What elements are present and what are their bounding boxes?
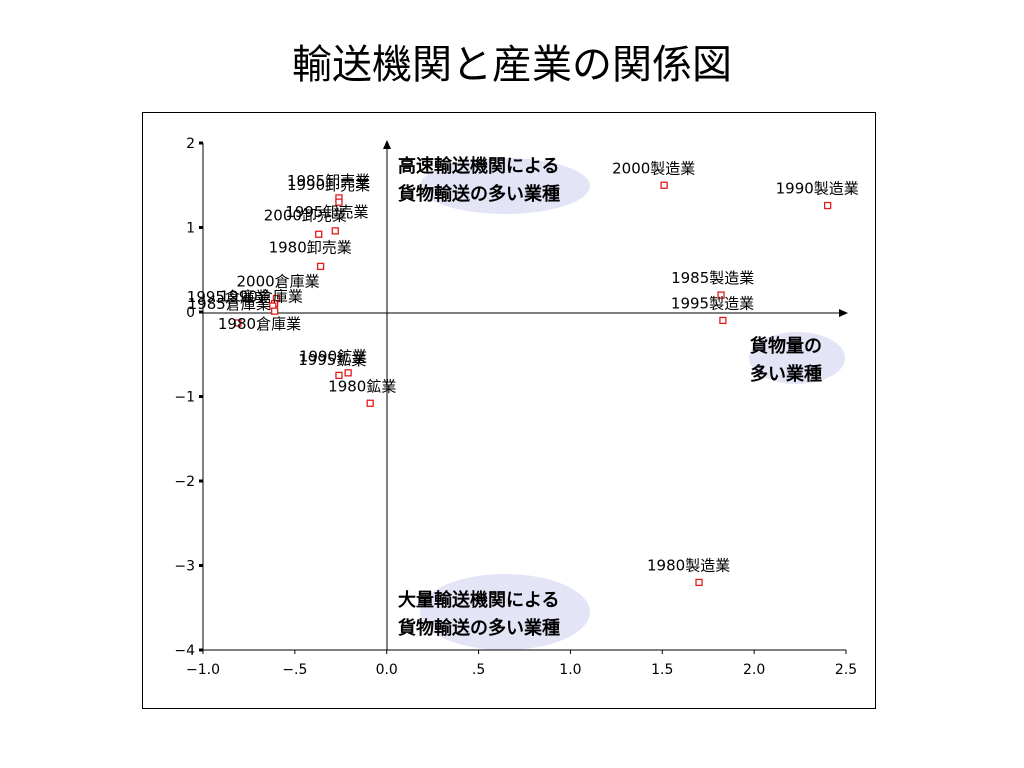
x-tick-label: 2.0 (743, 662, 765, 678)
point-label: 1980鉱業 (328, 377, 396, 395)
point-marker (335, 198, 343, 206)
annotation-freight-volume-line1: 貨物量の (750, 335, 822, 357)
data-point: 1980製造業 (647, 556, 730, 587)
x-tick-label: 1.0 (559, 662, 581, 678)
point-label: 1980倉庫業 (218, 315, 301, 333)
annotation-high-speed-line2: 貨物輸送の多い業種 (398, 183, 560, 205)
data-point: 1995卸売業 (285, 203, 368, 235)
point-marker (823, 201, 832, 210)
y-tick-label: 2 (186, 136, 195, 152)
annotation-high-speed-line1: 高速輸送機関による (398, 155, 559, 177)
point-marker (234, 319, 242, 327)
point-label: 1980製造業 (647, 556, 730, 574)
data-point: 2000卸売業 (264, 206, 347, 238)
data-point: 1985倉庫業 (188, 295, 279, 315)
point-marker (717, 291, 725, 299)
point-label: 1990鉱業 (299, 347, 367, 365)
highlight-bulk-transport (420, 574, 590, 650)
point-marker (660, 181, 668, 189)
point-marker (335, 371, 343, 380)
y-tick-label: −1 (174, 390, 195, 406)
x-tick-label: 1.5 (651, 662, 673, 678)
point-marker (366, 399, 374, 407)
point-marker (270, 307, 279, 315)
y-tick-label: 1 (186, 221, 195, 237)
y-tick-label: −2 (174, 474, 195, 490)
point-label: 2000倉庫業 (236, 272, 319, 290)
point-label: 1995製造業 (671, 294, 754, 312)
point-label: 2000卸売業 (264, 206, 347, 224)
point-label: 1985倉庫業 (188, 295, 271, 313)
annotation-freight-volume: 貨物量の 多い業種 (750, 335, 822, 385)
x-tick-label: .5 (472, 662, 485, 678)
data-point: 2000倉庫業 (236, 272, 320, 303)
x-tick-label: −1.0 (186, 662, 220, 678)
y-axis-ticks: 2 1 0 −1 −2 −3 −4 (174, 136, 203, 659)
data-point: 1980倉庫業 (218, 315, 301, 333)
point-marker (315, 230, 323, 238)
point-marker (316, 262, 325, 271)
y-tick-label: −3 (174, 559, 195, 575)
point-marker (331, 227, 339, 235)
data-point: 1990製造業 (776, 180, 859, 210)
annotation-bulk-transport-line1: 大量輸送機関による (398, 589, 559, 611)
data-point: 1980卸売業 (269, 238, 352, 271)
x-zero-reference-arrow (383, 140, 391, 650)
annotation-freight-volume-line2: 多い業種 (750, 363, 822, 385)
point-label: 2000製造業 (612, 159, 695, 177)
data-point: 2000製造業 (612, 159, 695, 189)
annotation-highlights (420, 158, 845, 650)
chart-frame (142, 112, 876, 709)
point-label: 1995倉庫業 (187, 288, 270, 306)
x-tick-label: 2.5 (835, 662, 857, 678)
y-tick-label: 0 (186, 305, 195, 321)
x-axis-ticks: −1.0 −.5 0.0 .5 1.0 1.5 2.0 2.5 (186, 650, 857, 678)
annotation-bulk-transport: 大量輸送機関による 貨物輸送の多い業種 (398, 589, 560, 639)
y-tick-label: −4 (174, 643, 195, 659)
data-point: 1990鉱業 (299, 347, 367, 380)
data-point: 1995製造業 (671, 294, 754, 325)
highlight-freight-volume (749, 332, 845, 384)
data-point: 1980鉱業 (328, 377, 396, 407)
annotation-high-speed: 高速輸送機関による 貨物輸送の多い業種 (398, 155, 560, 205)
point-label: 1990倉庫業 (220, 288, 303, 306)
point-label: 1995卸売業 (285, 203, 368, 221)
point-marker (695, 578, 703, 587)
point-label: 1985卸売業 (287, 172, 370, 190)
point-label: 1990製造業 (776, 180, 859, 198)
y-zero-reference-arrow (203, 309, 848, 317)
point-label: 1980卸売業 (269, 238, 352, 256)
point-label: 1985製造業 (671, 269, 754, 287)
x-tick-label: 0.0 (376, 662, 398, 678)
data-point: 1990卸売業 (287, 176, 370, 206)
point-label: 1995鉱業 (298, 351, 366, 369)
slide-title: 輸送機関と産業の関係図 (292, 42, 732, 88)
point-marker (344, 369, 352, 377)
highlight-high-speed (420, 158, 590, 214)
data-point: 1995鉱業 (298, 351, 366, 377)
point-marker (719, 316, 727, 325)
point-label: 1990卸売業 (287, 176, 370, 194)
annotation-bulk-transport-line2: 貨物輸送の多い業種 (398, 617, 560, 639)
data-point: 1985製造業 (671, 269, 754, 299)
x-tick-label: −.5 (282, 662, 307, 678)
